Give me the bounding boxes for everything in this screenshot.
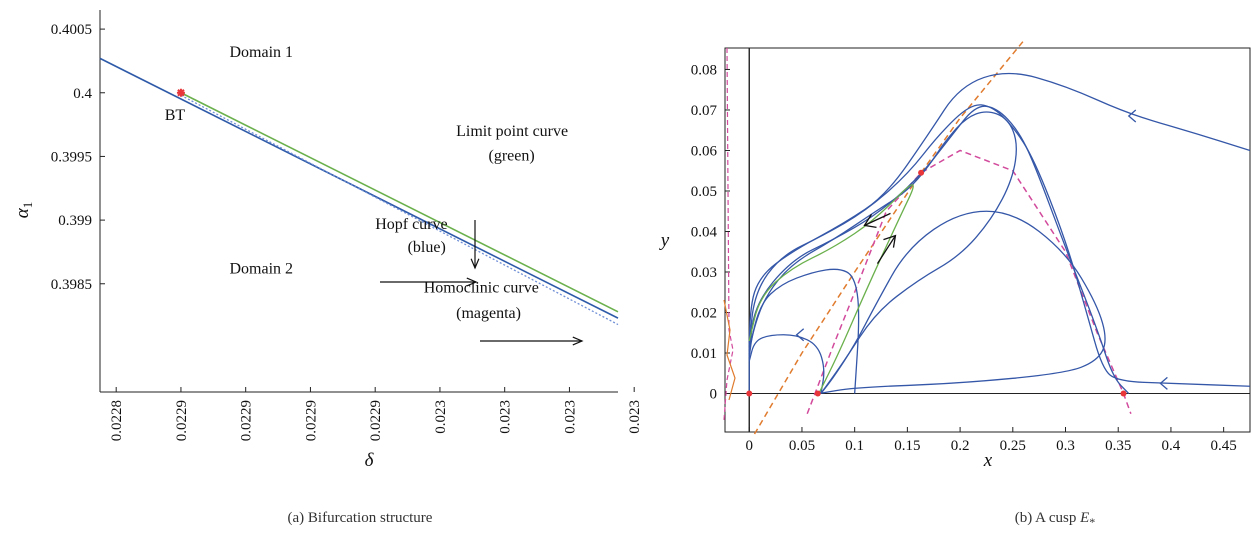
y-tick-label: 0 — [710, 387, 718, 403]
y-tick-label: 0.06 — [691, 143, 718, 159]
y-tick-label: 0.399 — [58, 213, 92, 229]
equilibrium-point — [746, 390, 753, 397]
flow-arrow-shaft — [864, 212, 891, 226]
x-tick-label: 0.05 — [789, 438, 815, 454]
x-tick-label: 0.023 — [498, 400, 514, 434]
y-tick-label: 0.07 — [691, 103, 718, 119]
equilibrium-point — [814, 390, 821, 397]
x-tick-label: 0.3 — [1056, 438, 1075, 454]
flow-arrow-head — [1127, 109, 1137, 123]
y-tick-label: 0.05 — [691, 184, 717, 200]
y-tick-label: 0.03 — [691, 265, 717, 281]
equilibrium-point — [1120, 390, 1127, 397]
series-limit_point-line — [180, 92, 619, 313]
x-tick-label: 0.0229 — [303, 400, 319, 441]
x-tick-label: 0.0228 — [109, 400, 125, 441]
y-axis-title-main: α — [12, 207, 33, 218]
y-tick-label: 0.02 — [691, 306, 717, 322]
left-edge-magenta-trace — [723, 47, 734, 421]
caption-panel-b-subscript: * — [1089, 515, 1095, 529]
caption-panel-b-variable: E — [1079, 510, 1089, 526]
flow-arrow-head — [883, 234, 897, 248]
y-tick-label: 0.08 — [691, 62, 717, 78]
x-tick-label: 0.4 — [1162, 438, 1181, 454]
y-tick-label: 0.04 — [691, 224, 718, 240]
annotation-domain1: Domain 1 — [230, 44, 294, 61]
trajectory-manifold-green — [748, 184, 914, 394]
orange-nullcline — [753, 40, 1024, 435]
x-tick-label: 0.023 — [562, 400, 578, 434]
y-tick-label: 0.01 — [691, 346, 717, 362]
trajectory-outer-orbit — [748, 72, 1251, 394]
trajectory-small-arc-1 — [748, 268, 860, 394]
x-tick-label: 0.0229 — [239, 400, 255, 441]
trajectory-separatrix-upper — [748, 104, 1251, 387]
y-tick-label: 0.3995 — [51, 149, 92, 165]
bt-point-marker — [176, 88, 185, 97]
flow-arrow-shaft — [876, 235, 897, 264]
trajectory-small-arc-2 — [748, 334, 825, 394]
y-tick-label: 0.3985 — [51, 277, 92, 293]
x-tick-label: 0.1 — [845, 438, 864, 454]
hopf-arrow-head — [466, 277, 478, 287]
x-tick-label: 0.25 — [1000, 438, 1026, 454]
flow-arrow-head — [863, 214, 877, 229]
x-tick-label: 0.023 — [627, 400, 643, 434]
annotation-limit_line1: Limit point curve — [456, 123, 568, 140]
annotation-domain2: Domain 2 — [230, 261, 294, 278]
flow-arrow-head — [795, 328, 805, 342]
trajectory-lower-flow — [818, 210, 1106, 395]
trajectory-separatrix-second — [748, 105, 1130, 394]
magenta-nullcline — [806, 149, 1132, 415]
x-tick-label: 0.2 — [951, 438, 970, 454]
equilibrium-point — [918, 169, 925, 176]
y-tick-label: 0.4 — [73, 86, 92, 102]
caption-panel-b-main: (b) A cusp — [1015, 510, 1080, 526]
y-axis-title: y — [659, 230, 670, 251]
y-axis-title: α1 — [12, 202, 35, 218]
bt-point-label: BT — [165, 107, 186, 124]
caption-panel-a: (a) Bifurcation structure — [288, 510, 433, 526]
trajectory-inner-loop — [748, 111, 1017, 394]
annotation-homo_line2: (magenta) — [456, 305, 521, 322]
x-axis-title: x — [983, 450, 993, 471]
y-axis-title-subscript: 1 — [20, 202, 35, 209]
left-edge-orange-trace — [723, 299, 736, 401]
x-axis-title: δ — [365, 450, 375, 471]
x-tick-label: 0.15 — [894, 438, 920, 454]
x-tick-label: 0.45 — [1211, 438, 1237, 454]
x-tick-label: 0.0229 — [368, 400, 384, 441]
annotation-hopf_line2: (blue) — [408, 239, 446, 256]
plot-frame — [724, 47, 1251, 433]
x-tick-label: 0 — [745, 438, 753, 454]
panel-b-phase-portrait: 0 0.01 0.02 0.03 0.04 0.05 0.06 0.07 0.08 0 0.05 0.… — [659, 40, 1251, 529]
panel-a-bifurcation-chart: 0.3985 0.399 0.3995 0.4 0.4005 0.0228 0.0229 0.… — [12, 10, 643, 526]
x-tick-label: 0.0229 — [174, 400, 190, 441]
homoclinic-arrow-head — [572, 336, 584, 346]
x-tick-label: 0.35 — [1105, 438, 1131, 454]
x-tick-label: 0.023 — [433, 400, 449, 434]
y-tick-label: 0.4005 — [51, 22, 92, 38]
annotation-hopf_line1: Hopf curve — [375, 216, 447, 233]
annotation-homo_line1: Homoclinic curve — [424, 280, 539, 297]
limit-point-arrow-head — [470, 258, 480, 270]
annotation-limit_line2: (green) — [489, 147, 535, 164]
flow-arrow-head — [1159, 376, 1168, 390]
caption-panel-b: (b) A cusp E* — [1015, 510, 1096, 529]
